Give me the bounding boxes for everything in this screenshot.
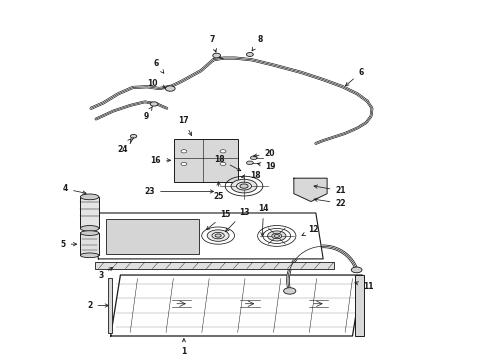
Text: 8: 8 (252, 35, 263, 51)
Text: 23: 23 (145, 187, 214, 196)
Ellipse shape (246, 161, 253, 165)
Polygon shape (91, 213, 323, 259)
Text: 5: 5 (61, 240, 77, 249)
Text: 2: 2 (87, 301, 108, 310)
Text: 7: 7 (209, 35, 217, 52)
FancyBboxPatch shape (108, 278, 112, 333)
Polygon shape (294, 178, 327, 202)
Text: 13: 13 (225, 208, 249, 231)
Text: 10: 10 (147, 79, 166, 88)
Ellipse shape (246, 53, 253, 57)
Ellipse shape (215, 234, 221, 237)
FancyBboxPatch shape (106, 220, 198, 253)
Ellipse shape (207, 230, 229, 241)
Text: 18: 18 (214, 155, 241, 171)
Ellipse shape (80, 231, 99, 235)
Text: 1: 1 (181, 338, 187, 356)
Text: 16: 16 (150, 156, 171, 165)
Ellipse shape (181, 150, 187, 153)
Polygon shape (111, 275, 362, 336)
Ellipse shape (250, 156, 257, 159)
Ellipse shape (150, 102, 158, 106)
Text: 20: 20 (253, 149, 275, 158)
Ellipse shape (351, 267, 362, 273)
FancyBboxPatch shape (95, 262, 334, 269)
Text: 3: 3 (98, 267, 113, 280)
Text: 12: 12 (302, 225, 319, 235)
Ellipse shape (80, 194, 99, 200)
Text: 6: 6 (153, 59, 164, 73)
FancyBboxPatch shape (355, 275, 364, 336)
Text: 4: 4 (63, 184, 86, 194)
Ellipse shape (284, 288, 296, 294)
Text: 17: 17 (179, 116, 192, 135)
FancyBboxPatch shape (174, 139, 238, 182)
Ellipse shape (181, 162, 187, 166)
Text: 21: 21 (314, 185, 346, 195)
Ellipse shape (213, 53, 220, 58)
Text: 18: 18 (241, 171, 261, 180)
Text: 24: 24 (118, 139, 131, 154)
Ellipse shape (220, 150, 226, 153)
Text: 11: 11 (355, 282, 374, 291)
Ellipse shape (231, 179, 257, 193)
Ellipse shape (80, 253, 99, 258)
Text: 22: 22 (314, 198, 346, 208)
Ellipse shape (220, 162, 226, 166)
Ellipse shape (130, 134, 137, 138)
FancyBboxPatch shape (80, 197, 99, 228)
Text: 9: 9 (143, 107, 152, 121)
Text: 6: 6 (345, 68, 364, 86)
Text: 25: 25 (214, 182, 224, 201)
Text: 14: 14 (258, 204, 269, 236)
Ellipse shape (80, 226, 99, 231)
Text: 19: 19 (257, 162, 276, 171)
Text: 15: 15 (206, 210, 231, 230)
Ellipse shape (165, 86, 175, 91)
Ellipse shape (274, 234, 279, 237)
Ellipse shape (268, 231, 286, 241)
FancyBboxPatch shape (80, 233, 99, 255)
Ellipse shape (240, 184, 248, 188)
